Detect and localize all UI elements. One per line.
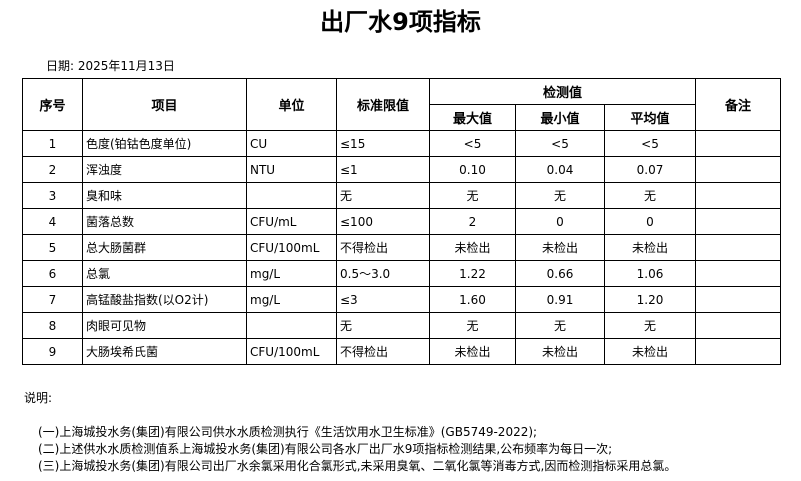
cell-limit: ≤1 [336, 156, 430, 183]
cell-unit: CU [246, 130, 337, 157]
table-row: 1 色度(铂钴色度单位) CU ≤15 <5 <5 <5 [22, 130, 781, 157]
cell-max: 0.10 [429, 156, 516, 183]
cell-avg: 未检出 [604, 338, 696, 365]
cell-avg: 1.06 [604, 260, 696, 287]
notes: 说明: (一)上海城投水务(集团)有限公司供水水质检测执行《生活饮用水卫生标准》… [24, 390, 676, 475]
cell-item: 臭和味 [82, 182, 247, 209]
cell-max: 2 [429, 208, 516, 235]
cell-no: 7 [22, 286, 83, 313]
cell-item: 菌落总数 [82, 208, 247, 235]
cell-min: <5 [515, 130, 605, 157]
cell-unit: CFU/mL [246, 208, 337, 235]
header-remark: 备注 [695, 78, 781, 131]
cell-item: 总大肠菌群 [82, 234, 247, 261]
header-limit: 标准限值 [336, 78, 430, 131]
table-row: 2 浑浊度 NTU ≤1 0.10 0.04 0.07 [22, 156, 781, 183]
header-measured: 检测值 [429, 78, 696, 105]
cell-max: 未检出 [429, 234, 516, 261]
cell-min: 无 [515, 312, 605, 339]
report-date: 日期: 2025年11月13日 [46, 59, 175, 73]
cell-max: 无 [429, 182, 516, 209]
cell-item: 肉眼可见物 [82, 312, 247, 339]
cell-item: 大肠埃希氏菌 [82, 338, 247, 365]
cell-limit: ≤100 [336, 208, 430, 235]
page-title: 出厂水9项指标 [320, 8, 481, 36]
header-avg: 平均值 [604, 104, 696, 131]
cell-limit: 无 [336, 312, 430, 339]
cell-unit: mg/L [246, 260, 337, 287]
table-row: 7 高锰酸盐指数(以O2计) mg/L ≤3 1.60 0.91 1.20 [22, 286, 781, 313]
notes-label: 说明: [24, 391, 53, 405]
cell-no: 5 [22, 234, 83, 261]
cell-no: 9 [22, 338, 83, 365]
cell-min: 无 [515, 182, 605, 209]
cell-avg: 无 [604, 312, 696, 339]
header-min: 最小值 [515, 104, 605, 131]
cell-limit: ≤15 [336, 130, 430, 157]
note-2: (二)上述供水水质检测值系上海城投水务(集团)有限公司各水厂出厂水9项指标检测结… [38, 442, 613, 456]
header-item: 项目 [82, 78, 247, 131]
cell-unit: NTU [246, 156, 337, 183]
cell-remark [695, 260, 781, 287]
cell-no: 1 [22, 130, 83, 157]
cell-item: 高锰酸盐指数(以O2计) [82, 286, 247, 313]
cell-no: 6 [22, 260, 83, 287]
cell-unit: mg/L [246, 286, 337, 313]
cell-max: <5 [429, 130, 516, 157]
cell-limit: 0.5～3.0 [336, 260, 430, 287]
cell-max: 1.22 [429, 260, 516, 287]
note-3: (三)上海城投水务(集团)有限公司出厂水余氯采用化合氯形式,未采用臭氧、二氧化氯… [38, 459, 677, 473]
cell-item: 浑浊度 [82, 156, 247, 183]
header-no: 序号 [22, 78, 83, 131]
cell-item: 总氯 [82, 260, 247, 287]
water-quality-table: 序号 项目 单位 标准限值 检测值 备注 最大值 最小值 平均值 1 色度(铂钴色… [22, 78, 781, 365]
cell-remark [695, 286, 781, 313]
cell-avg: <5 [604, 130, 696, 157]
cell-min: 未检出 [515, 338, 605, 365]
cell-remark [695, 130, 781, 157]
cell-remark [695, 208, 781, 235]
cell-min: 0 [515, 208, 605, 235]
header-max: 最大值 [429, 104, 516, 131]
cell-unit: CFU/100mL [246, 338, 337, 365]
cell-limit: 不得检出 [336, 234, 430, 261]
cell-no: 4 [22, 208, 83, 235]
cell-avg: 0 [604, 208, 696, 235]
cell-remark [695, 312, 781, 339]
cell-avg: 无 [604, 182, 696, 209]
cell-no: 3 [22, 182, 83, 209]
cell-max: 1.60 [429, 286, 516, 313]
cell-unit: CFU/100mL [246, 234, 337, 261]
cell-max: 未检出 [429, 338, 516, 365]
cell-avg: 未检出 [604, 234, 696, 261]
cell-remark [695, 156, 781, 183]
cell-max: 无 [429, 312, 516, 339]
cell-min: 未检出 [515, 234, 605, 261]
table-row: 9 大肠埃希氏菌 CFU/100mL 不得检出 未检出 未检出 未检出 [22, 338, 781, 365]
cell-min: 0.91 [515, 286, 605, 313]
cell-min: 0.04 [515, 156, 605, 183]
cell-remark [695, 182, 781, 209]
cell-avg: 1.20 [604, 286, 696, 313]
table-row: 6 总氯 mg/L 0.5～3.0 1.22 0.66 1.06 [22, 260, 781, 287]
cell-unit [246, 182, 337, 209]
cell-avg: 0.07 [604, 156, 696, 183]
cell-limit: ≤3 [336, 286, 430, 313]
cell-no: 2 [22, 156, 83, 183]
cell-no: 8 [22, 312, 83, 339]
header-unit: 单位 [246, 78, 337, 131]
cell-remark [695, 234, 781, 261]
table-row: 4 菌落总数 CFU/mL ≤100 2 0 0 [22, 208, 781, 235]
cell-limit: 无 [336, 182, 430, 209]
cell-min: 0.66 [515, 260, 605, 287]
cell-limit: 不得检出 [336, 338, 430, 365]
table-row: 5 总大肠菌群 CFU/100mL 不得检出 未检出 未检出 未检出 [22, 234, 781, 261]
note-1: (一)上海城投水务(集团)有限公司供水水质检测执行《生活饮用水卫生标准》(GB5… [38, 425, 538, 439]
cell-remark [695, 338, 781, 365]
cell-unit [246, 312, 337, 339]
cell-item: 色度(铂钴色度单位) [82, 130, 247, 157]
table-row: 3 臭和味无无无无 [22, 182, 781, 209]
table-row: 8 肉眼可见物无无无无 [22, 312, 781, 339]
